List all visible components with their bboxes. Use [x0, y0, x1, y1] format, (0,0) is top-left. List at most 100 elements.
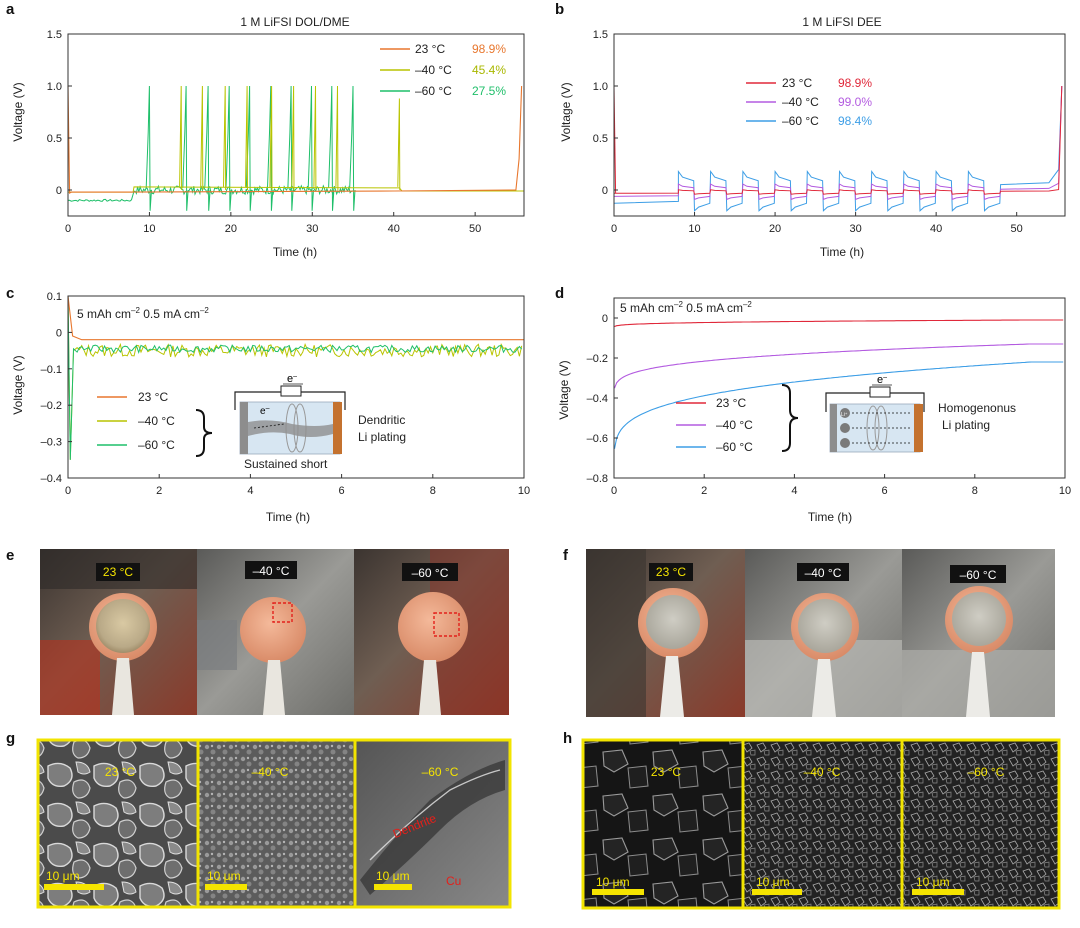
- legend-c-label-23: 23 °C: [138, 390, 168, 404]
- y-tick-label: 1.0: [47, 81, 62, 93]
- legend-b-ce-23: 98.9%: [838, 76, 872, 90]
- series-a-m40-spike: [200, 85, 204, 191]
- panel-g: g 23 °C 10 μm –40 °C 10 μm –60 °C Dendri…: [6, 730, 512, 909]
- sem-g-m60-scale-label: 10 μm: [376, 869, 410, 883]
- sem-g-m60-label: –60 °C: [422, 765, 459, 779]
- panel-letter-e: e: [6, 547, 14, 564]
- legend-b-ce-m60: 98.4%: [838, 114, 872, 128]
- series-a-m60-spike: [145, 85, 152, 211]
- sem-h-m40-scale-bar: [752, 889, 802, 895]
- sem-g-23-label: 23 °C: [105, 765, 135, 779]
- series-c-line: [67, 295, 523, 460]
- schematic-d-label-2: Li plating: [942, 418, 990, 432]
- panel-letter-b: b: [555, 1, 564, 18]
- series-a-23: [67, 85, 523, 195]
- chart-c-ylabel: Voltage (V): [11, 355, 25, 414]
- series-a-m40-spike: [223, 85, 227, 191]
- sem-h-23: 23 °C 10 μm: [581, 738, 745, 910]
- sem-h-m40: –40 °C 10 μm: [741, 738, 904, 910]
- schematic-c-source: [280, 385, 302, 397]
- y-tick-label: 0: [56, 327, 62, 339]
- photo-f-m40-label: –40 °C: [805, 566, 842, 580]
- schematic-c-arrow: [253, 423, 285, 429]
- photo-f-m60-tweezer: [966, 652, 990, 717]
- chart-a-frame: [67, 33, 525, 217]
- photo-f-23-label-box: [649, 563, 693, 581]
- sem-h-m60-image: [900, 738, 1061, 910]
- y-tick-label: 1.0: [593, 81, 608, 93]
- x-tick-label: 40: [930, 223, 942, 235]
- x-tick-label: 2: [156, 485, 162, 497]
- x-tick-label: 0: [611, 223, 617, 235]
- legend-d-brace: [781, 384, 799, 452]
- sem-g-m40-label: –40 °C: [252, 765, 289, 779]
- series-a-m60-spike: [328, 85, 335, 211]
- legend-a-ce-m40: 45.4%: [472, 63, 506, 77]
- sem-h-m40-image: [741, 738, 904, 910]
- y-tick-label: –0.4: [587, 393, 608, 405]
- sem-g-23-scale-label: 10 μm: [46, 869, 80, 883]
- chart-c-axes: 0 2 4 6 8 10 –0.4 –0.3 –0.2 –0.1 0 0.1: [41, 291, 531, 497]
- schematic-d-ion: [840, 438, 850, 448]
- y-tick-label: –0.3: [41, 437, 62, 449]
- series-d-line: [613, 343, 1064, 389]
- schematic-c-label-bottom: Sustained short: [244, 457, 328, 471]
- series-a-m40-spike: [269, 85, 273, 191]
- series-a-m60-spike: [287, 85, 294, 211]
- series-a-m60-spike: [307, 85, 314, 211]
- photo-f-23-li-deposit: [646, 595, 700, 649]
- panel-b: b 1 M LiFSI DEE 0 10 20 30 40 50 0 0.5 1.0 1.5 Ti…: [555, 1, 1066, 259]
- legend-b-ce-m40: 99.0%: [838, 95, 872, 109]
- photo-e-m40-tweezer: [263, 660, 285, 715]
- series-a-m60-spike: [204, 85, 211, 211]
- legend-a-ce-23: 98.9%: [472, 42, 506, 56]
- photo-e-23-label: 23 °C: [103, 565, 133, 579]
- legend-a-ce-m60: 27.5%: [472, 84, 506, 98]
- schematic-d: e– Li⁺ Homogenonus Li plating: [825, 374, 1016, 453]
- sem-h-m60: –60 °C 10 μm: [900, 738, 1061, 910]
- chart-d-annotation: 5 mAh cm–2 0.5 mA cm–2: [620, 300, 752, 315]
- schematic-d-li-electrode: [830, 404, 837, 452]
- photo-f-m40-li-deposit: [798, 599, 852, 653]
- series-a-m40-spike: [179, 85, 183, 191]
- photo-e-m40-disc: [240, 597, 306, 663]
- chart-c-legend: 23 °C –40 °C –60 °C: [97, 390, 213, 457]
- photo-f-m60-label: –60 °C: [960, 568, 997, 582]
- schematic-c-li-electrode: [240, 402, 248, 454]
- series-a-m60-spike: [349, 85, 356, 211]
- legend-b-label-23: 23 °C: [782, 76, 812, 90]
- photo-e-m40: –40 °C: [197, 549, 354, 715]
- photo-f-23: 23 °C: [586, 549, 745, 717]
- schematic-d-label-1: Homogenonus: [938, 401, 1016, 415]
- sem-g-m40-image: [196, 738, 357, 909]
- x-tick-label: 30: [306, 223, 318, 235]
- x-tick-label: 10: [1059, 485, 1071, 497]
- schematic-d-ion: [840, 423, 850, 433]
- series-a-m40-spike: [335, 85, 339, 191]
- photo-e-m40-label-box: [245, 561, 297, 579]
- chart-d-legend: 23 °C –40 °C –60 °C: [676, 384, 799, 454]
- x-tick-label: 2: [701, 485, 707, 497]
- legend-d-label-m60: –60 °C: [716, 440, 753, 454]
- sem-g-m60-cu-label: Cu: [446, 874, 461, 888]
- chart-a-title: 1 M LiFSI DOL/DME: [240, 15, 349, 29]
- x-tick-label: 0: [65, 485, 71, 497]
- schematic-c: e– e– Dendritic Li plating Sustained sho…: [234, 373, 406, 471]
- schematic-d-cu-electrode: [914, 404, 923, 452]
- x-tick-label: 4: [247, 485, 253, 497]
- chart-a-xlabel: Time (h): [273, 245, 317, 259]
- sem-g-m60-dendrite: [360, 760, 505, 895]
- sem-g-m60-scale-bar: [374, 884, 412, 890]
- y-tick-label: 0.1: [47, 291, 62, 303]
- x-tick-label: 20: [225, 223, 237, 235]
- photo-e-m60-disc: [398, 592, 468, 662]
- photo-e-m40-dendrite-box: [272, 602, 293, 623]
- schematic-c-dendrite: [248, 420, 333, 437]
- y-tick-label: 1.5: [593, 29, 608, 41]
- legend-c-label-m40: –40 °C: [138, 414, 175, 428]
- x-tick-label: 6: [339, 485, 345, 497]
- legend-c-label-m60: –60 °C: [138, 438, 175, 452]
- chart-a-legend: 23 °C 98.9% –40 °C 45.4% –60 °C 27.5%: [380, 42, 506, 98]
- schematic-d-ion: [840, 408, 850, 418]
- chart-c-frame: [67, 295, 525, 479]
